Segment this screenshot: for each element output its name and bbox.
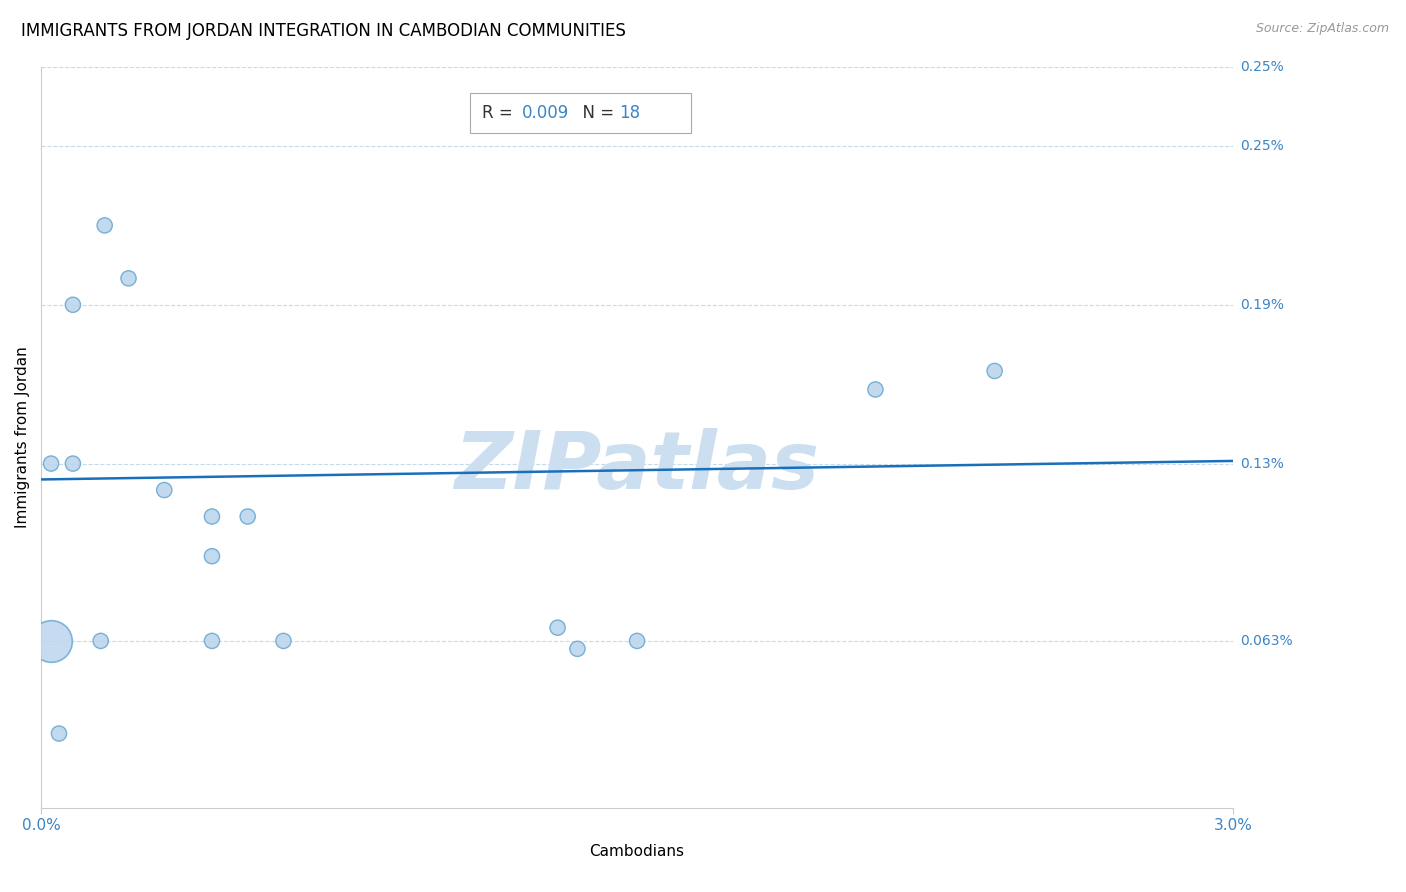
Point — [201, 549, 224, 564]
X-axis label: Cambodians: Cambodians — [589, 844, 685, 859]
Point — [201, 633, 224, 648]
Point — [39, 633, 62, 648]
Text: R =: R = — [482, 103, 519, 122]
Point — [90, 633, 112, 648]
Text: 0.19%: 0.19% — [1240, 298, 1284, 312]
Text: IMMIGRANTS FROM JORDAN INTEGRATION IN CAMBODIAN COMMUNITIES: IMMIGRANTS FROM JORDAN INTEGRATION IN CA… — [21, 22, 626, 40]
Text: Source: ZipAtlas.com: Source: ZipAtlas.com — [1256, 22, 1389, 36]
Text: N =: N = — [571, 103, 619, 122]
Point — [93, 219, 115, 233]
Point — [153, 483, 176, 497]
Point — [62, 298, 84, 312]
Y-axis label: Immigrants from Jordan: Immigrants from Jordan — [15, 346, 30, 528]
Text: 0.25%: 0.25% — [1240, 139, 1284, 153]
FancyBboxPatch shape — [470, 93, 690, 133]
Point — [62, 457, 84, 471]
Point — [626, 633, 648, 648]
Text: 0.009: 0.009 — [522, 103, 568, 122]
Text: ZIPatlas: ZIPatlas — [454, 428, 820, 506]
Point — [201, 509, 224, 524]
Point — [983, 364, 1005, 378]
Point — [48, 726, 70, 740]
Point — [273, 633, 295, 648]
Point — [117, 271, 139, 285]
Point — [547, 621, 569, 635]
Point — [567, 641, 589, 656]
Text: 0.13%: 0.13% — [1240, 457, 1284, 471]
Point — [236, 509, 259, 524]
Point — [865, 383, 887, 397]
Text: 0.25%: 0.25% — [1240, 60, 1284, 74]
Text: 18: 18 — [619, 103, 640, 122]
Text: 0.063%: 0.063% — [1240, 634, 1292, 648]
Point — [39, 457, 62, 471]
